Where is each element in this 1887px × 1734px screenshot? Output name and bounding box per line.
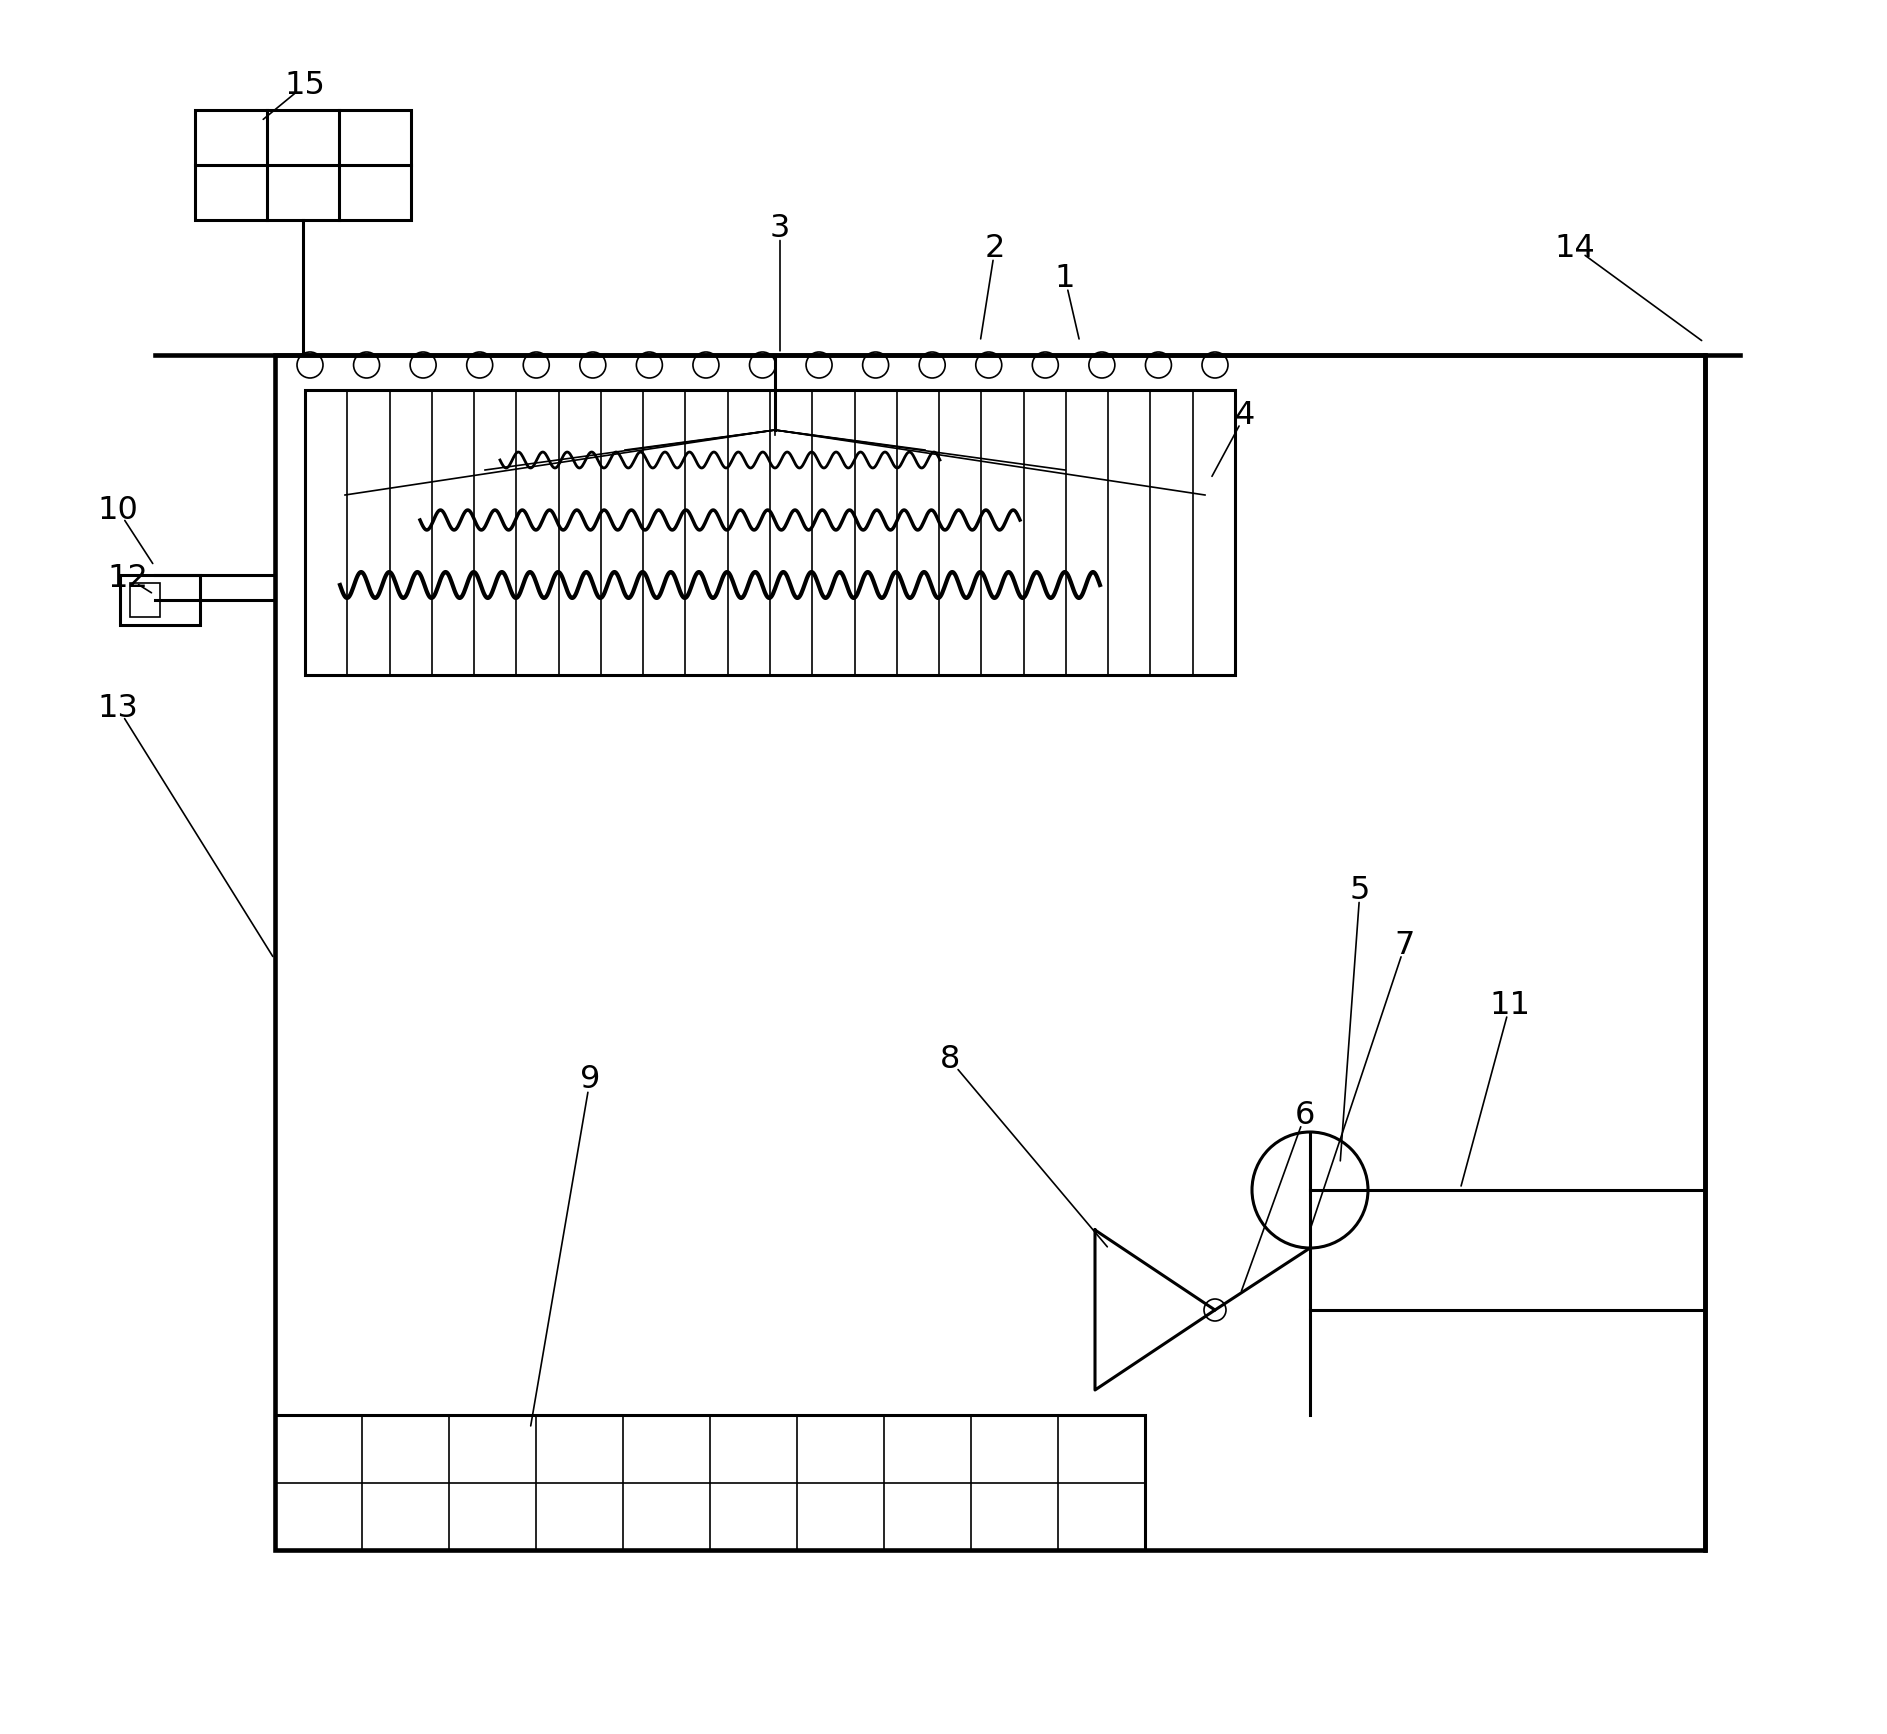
Bar bbox=[276, 355, 1706, 1550]
Bar bbox=[194, 109, 411, 220]
Bar bbox=[130, 583, 160, 617]
Text: 11: 11 bbox=[1489, 990, 1530, 1021]
Text: 14: 14 bbox=[1555, 232, 1595, 264]
Bar bbox=[121, 576, 200, 624]
Text: 2: 2 bbox=[985, 232, 1006, 264]
Text: 7: 7 bbox=[1394, 929, 1415, 961]
Text: 6: 6 bbox=[1294, 1099, 1315, 1131]
Text: 9: 9 bbox=[579, 1065, 600, 1096]
Text: 5: 5 bbox=[1349, 874, 1370, 905]
Text: 10: 10 bbox=[98, 494, 138, 525]
Text: 15: 15 bbox=[285, 69, 325, 101]
Text: 13: 13 bbox=[98, 692, 138, 723]
Bar bbox=[306, 390, 1234, 675]
Text: 1: 1 bbox=[1055, 262, 1076, 293]
Text: 3: 3 bbox=[770, 213, 791, 243]
Text: 12: 12 bbox=[108, 562, 149, 593]
Text: 4: 4 bbox=[1234, 399, 1255, 430]
Text: 8: 8 bbox=[940, 1044, 960, 1075]
Bar bbox=[276, 1415, 1145, 1550]
